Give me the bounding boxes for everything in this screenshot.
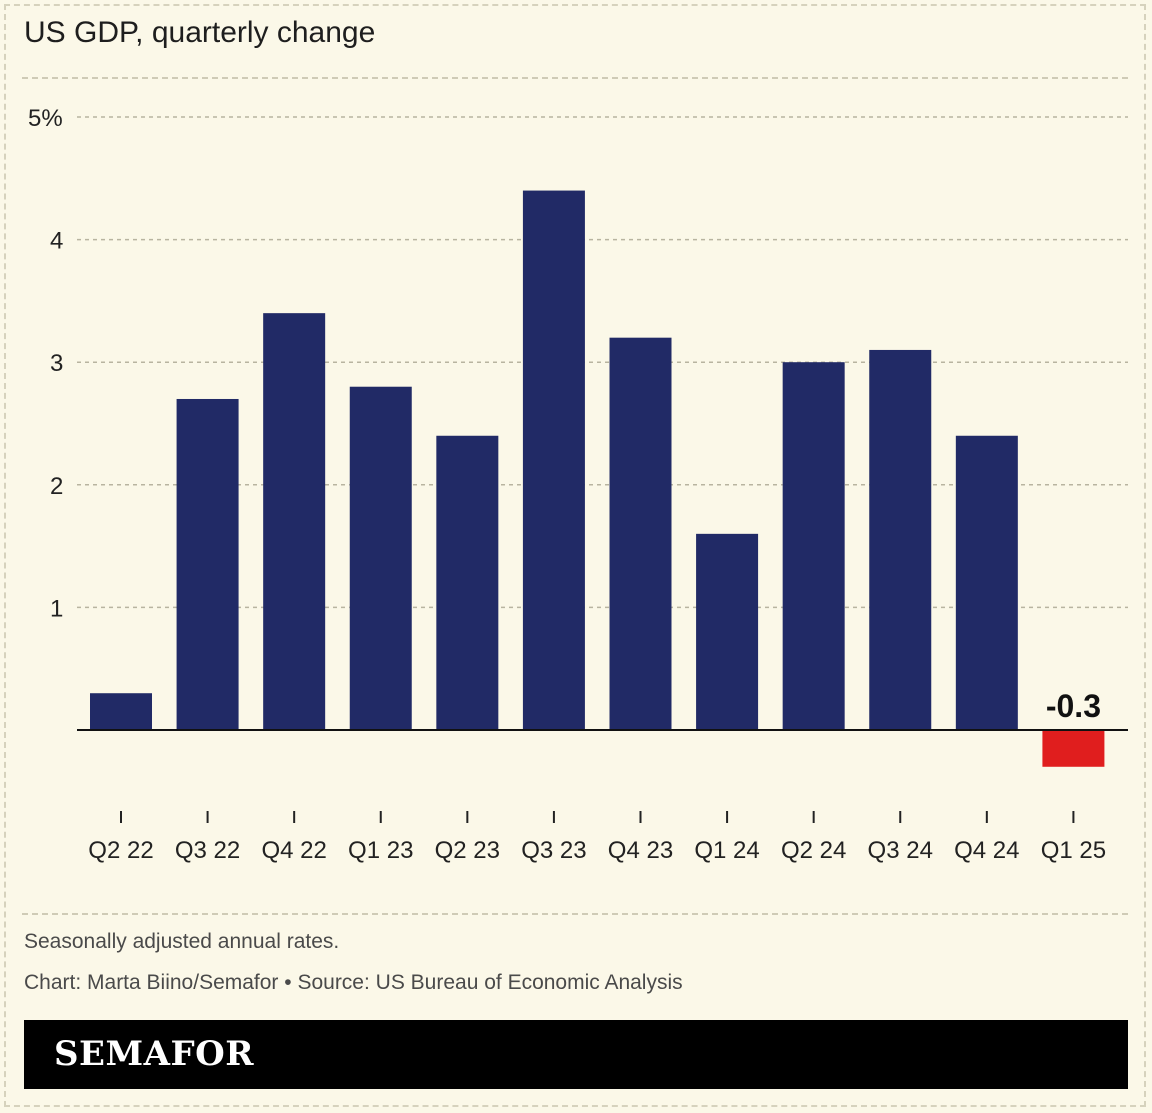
chart-subtitle: Seasonally adjusted annual rates. <box>24 930 340 953</box>
bar <box>955 435 1018 730</box>
bar <box>263 313 326 730</box>
x-tick-label: Q4 23 <box>608 837 673 864</box>
bar <box>90 693 152 730</box>
data-label: -0.3 <box>1046 688 1101 724</box>
x-tick-label: Q1 24 <box>694 837 759 864</box>
x-tick-label: Q2 22 <box>88 837 153 864</box>
chart-frame <box>4 4 1146 1107</box>
x-tick-label: Q1 23 <box>348 837 413 864</box>
y-tick-label: 5% <box>28 105 63 132</box>
bar <box>522 190 585 730</box>
x-tick-label: Q1 25 <box>1041 837 1106 864</box>
y-tick-label: 2 <box>50 473 63 500</box>
x-tick-label: Q2 24 <box>781 837 846 864</box>
y-tick-label: 1 <box>50 595 63 622</box>
header-divider <box>22 77 1128 79</box>
y-tick-label: 3 <box>50 350 63 377</box>
bar <box>176 398 239 730</box>
bar <box>1042 730 1105 767</box>
brand-footer: SEMAFOR <box>24 1020 1128 1089</box>
x-tick-label: Q2 23 <box>435 837 500 864</box>
x-tick-label: Q3 23 <box>521 837 586 864</box>
chart-credit: Chart: Marta Biino/Semafor • Source: US … <box>24 971 683 994</box>
semafor-logo: SEMAFOR <box>54 1034 254 1074</box>
bar-chart: 1 2 3 4 5% Q2 22 Q3 22 Q4 22 Q1 23 Q2 23 Q3 23 Q4 2… <box>28 105 1128 864</box>
footer-divider <box>22 913 1128 915</box>
x-tick-label: Q4 24 <box>954 837 1019 864</box>
bar <box>782 362 845 730</box>
bar <box>609 337 672 730</box>
x-tick-label: Q3 22 <box>175 837 240 864</box>
x-tick-label: Q4 22 <box>261 837 326 864</box>
x-tick-label: Q3 24 <box>868 837 933 864</box>
chart-title: US GDP, quarterly change <box>24 16 376 49</box>
bar <box>349 386 412 730</box>
bar <box>436 435 499 730</box>
bar <box>869 349 932 730</box>
bar <box>696 533 759 730</box>
y-tick-label: 4 <box>50 228 63 255</box>
